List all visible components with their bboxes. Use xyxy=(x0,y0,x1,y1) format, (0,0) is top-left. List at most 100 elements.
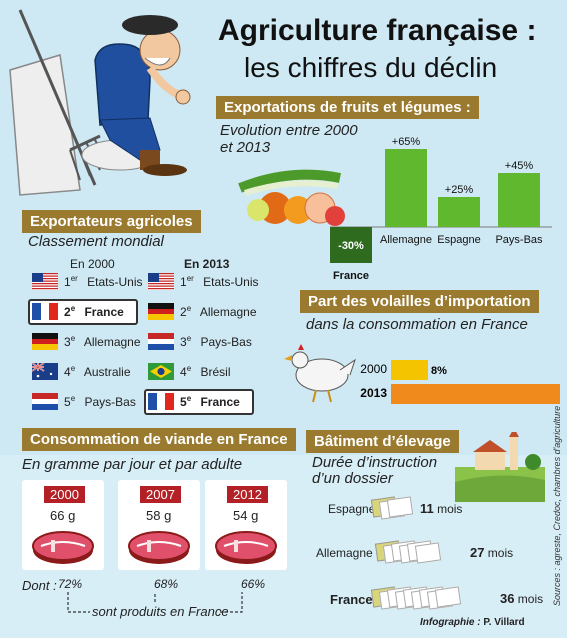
rank-country: Allemagne xyxy=(197,305,257,319)
netherlands-flag-icon xyxy=(32,393,58,410)
rank-suffix: e xyxy=(70,394,76,403)
rank-number: 3 xyxy=(64,335,71,349)
meat-grams: 54 g xyxy=(233,508,259,523)
dont-label: Dont : xyxy=(22,578,57,593)
building-subtitle-line1: Durée d’instruction xyxy=(312,454,438,471)
netherlands-flag-icon xyxy=(148,333,174,350)
meat-year-badge: 2012 xyxy=(227,486,268,503)
rank-entry: 1er Etats-Unis xyxy=(64,274,143,289)
exports-chart: -30% France +65% Allemagne +25% Espagne +45% Pa… xyxy=(330,136,552,282)
infographie-label: Infographie : xyxy=(420,617,481,628)
page-title: Agriculture française : xyxy=(218,14,537,47)
exports-value-label: +25% xyxy=(445,184,474,196)
rank-number: 5 xyxy=(64,395,71,409)
rank-number: 1 xyxy=(64,275,71,289)
village-illustration xyxy=(455,432,545,502)
building-country: Espagne xyxy=(328,502,376,516)
poultry-bar-2013 xyxy=(391,384,560,404)
rank-suffix: e xyxy=(186,394,192,403)
exports-bar-france xyxy=(330,227,372,263)
france-flag-icon xyxy=(148,393,174,410)
rank-suffix: e xyxy=(186,304,192,313)
rank-country: France xyxy=(81,305,124,319)
rank-country: Allemagne xyxy=(81,335,141,349)
meat-footer-label: sont produits en France xyxy=(92,604,229,619)
poultry-bar-2000 xyxy=(391,360,428,380)
rank-entry: 3e Allemagne xyxy=(64,334,141,349)
rank-suffix: e xyxy=(70,364,76,373)
document-icon xyxy=(386,496,414,518)
france-flag-icon xyxy=(32,303,58,320)
page-subtitle: les chiffres du déclin xyxy=(244,52,498,83)
exports-bar-pays-bas xyxy=(498,173,540,227)
poultry-subtitle: dans la consommation en France xyxy=(306,316,528,333)
meat-grams: 66 g xyxy=(50,508,76,523)
meat-grams: 58 g xyxy=(146,508,172,523)
rank-number: 2 xyxy=(64,305,71,319)
sources-text: Sources : agreste, Credoc, chambres d'ag… xyxy=(552,405,562,606)
rank-number: 4 xyxy=(180,365,187,379)
meat-heading: Consommation de viande en France xyxy=(22,428,296,451)
farmer-illustration xyxy=(9,9,191,196)
exports-subtitle-line1: Evolution entre 2000 xyxy=(220,122,358,139)
rank-suffix: er xyxy=(70,274,78,283)
meat-percent: 72% xyxy=(58,577,83,591)
rank-number: 1 xyxy=(180,275,187,289)
duration-unit: mois xyxy=(514,592,544,606)
building-duration: 27 mois xyxy=(470,545,513,560)
rank-entry: 2e France xyxy=(64,304,124,319)
rank-entry: 5e France xyxy=(180,394,240,409)
steak-icon xyxy=(128,531,190,564)
rank-country: Australie xyxy=(81,365,131,379)
rank-number: 2 xyxy=(180,305,187,319)
germany-flag-icon xyxy=(148,303,174,320)
brazil-flag-icon xyxy=(148,363,174,380)
exports-subtitle-line2: et 2013 xyxy=(220,139,271,156)
duration-unit: mois xyxy=(484,546,514,560)
rank-number: 4 xyxy=(64,365,71,379)
meat-year-badge: 2000 xyxy=(44,486,85,503)
exports-value-label: +65% xyxy=(392,136,421,148)
rank-number: 5 xyxy=(180,395,187,409)
bracket-connector xyxy=(67,592,243,613)
rank-country: Etats-Unis xyxy=(199,275,259,289)
chicken-illustration xyxy=(284,344,356,403)
exports-bar-espagne xyxy=(438,197,480,227)
steak-icon xyxy=(215,531,277,564)
rank-country: Pays-Bas xyxy=(197,335,252,349)
vegetables-illustration xyxy=(238,169,345,226)
exports-value-label: -30% xyxy=(338,240,364,252)
poultry-year-label: 2013 xyxy=(360,386,387,400)
exports-category-label: Pays-Bas xyxy=(495,234,543,246)
exporters-heading: Exportateurs agricoles xyxy=(22,210,201,233)
rank-country: Etats-Unis xyxy=(83,275,143,289)
rank-entry: 5e Pays-Bas xyxy=(64,394,136,409)
exports-category-label: Espagne xyxy=(437,234,480,246)
rank-suffix: e xyxy=(70,334,76,343)
document-icon xyxy=(434,586,462,608)
rank-number: 3 xyxy=(180,335,187,349)
exports-value-label: +45% xyxy=(505,160,534,172)
rank-entry: 3e Pays-Bas xyxy=(180,334,252,349)
col-2013-label: En 2013 xyxy=(184,257,230,271)
usa-flag-icon xyxy=(148,273,174,290)
rank-entry: 2e Allemagne xyxy=(180,304,257,319)
rank-suffix: e xyxy=(186,334,192,343)
duration-number: 27 xyxy=(470,545,485,560)
poultry-heading: Part des volailles d’importation xyxy=(300,290,539,313)
exports-category-label: Allemagne xyxy=(380,234,432,246)
meat-percent: 68% xyxy=(154,577,179,591)
rank-suffix: e xyxy=(186,364,192,373)
duration-number: 36 xyxy=(500,591,515,606)
rank-entry: 1er Etats-Unis xyxy=(180,274,259,289)
building-country: France xyxy=(330,592,373,607)
document-icon xyxy=(414,542,442,564)
rank-suffix: er xyxy=(186,274,194,283)
duration-number: 11 xyxy=(420,501,434,516)
germany-flag-icon xyxy=(32,333,58,350)
rank-entry: 4e Brésil xyxy=(180,364,230,379)
rank-suffix: e xyxy=(70,304,76,313)
col-2000-label: En 2000 xyxy=(70,257,115,271)
building-duration: 11 mois xyxy=(420,501,462,516)
